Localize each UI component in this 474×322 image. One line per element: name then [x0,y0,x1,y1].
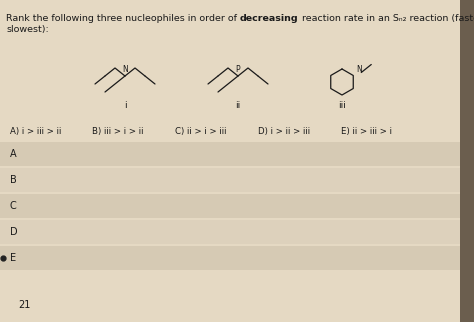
Text: 21: 21 [18,300,30,310]
Text: ii: ii [236,101,241,110]
Bar [460,0,474,322]
Text: iii: iii [338,101,346,110]
Text: slowest):: slowest): [6,25,49,34]
Text: N: N [356,64,362,73]
Bar [0,220,460,244]
Text: D: D [10,227,18,237]
Text: i: i [124,101,126,110]
Text: decreasing: decreasing [240,14,299,23]
Text: E: E [10,253,16,263]
Text: B: B [10,175,17,185]
Text: reaction rate in an Sₙ₂ reaction (fastest to: reaction rate in an Sₙ₂ reaction (fastes… [299,14,474,23]
Text: B) iii > i > ii: B) iii > i > ii [92,127,144,136]
Text: D) i > ii > iii: D) i > ii > iii [258,127,310,136]
Text: E) ii > iii > i: E) ii > iii > i [341,127,392,136]
Text: A: A [10,149,17,159]
Text: C) ii > i > iii: C) ii > i > iii [175,127,227,136]
Text: N: N [122,65,128,74]
Text: C: C [10,201,17,211]
Bar [0,194,460,218]
Text: A) i > iii > ii: A) i > iii > ii [9,127,61,136]
Text: P: P [236,65,240,74]
Text: Rank the following three nucleophiles in order of: Rank the following three nucleophiles in… [6,14,240,23]
Bar [0,168,460,192]
Bar [0,142,460,166]
Bar [0,246,460,270]
